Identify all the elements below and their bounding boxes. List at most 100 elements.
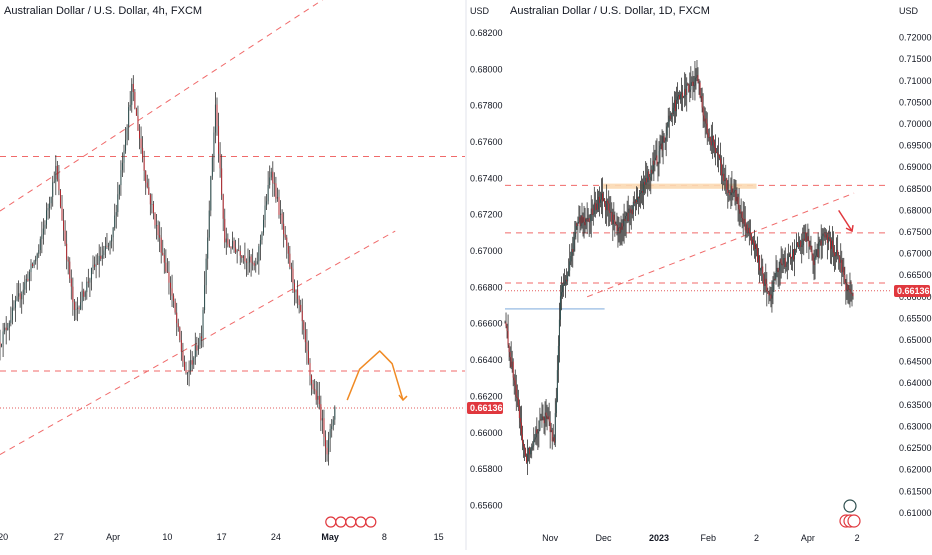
candle-body-1d: [594, 202, 596, 211]
candle-body-1d: [735, 189, 737, 202]
candle-body-4h: [334, 407, 336, 420]
candle-body-4h: [225, 238, 227, 243]
y-tick-label-1d: 0.70000: [899, 119, 932, 129]
candle-body-1d: [834, 252, 836, 257]
candle-body-4h: [179, 327, 181, 341]
candle-body-1d: [530, 449, 532, 455]
candle-body-4h: [7, 327, 9, 331]
candle-body-1d: [783, 258, 785, 264]
candle-body-1d: [595, 203, 597, 211]
candle-body-4h: [47, 208, 49, 211]
candle-body-4h: [126, 127, 128, 140]
candle-body-4h: [272, 171, 274, 184]
candle-body-1d: [614, 219, 616, 225]
candle-body-4h: [162, 252, 164, 256]
candle-body-1d: [590, 208, 592, 221]
candle-body-4h: [8, 322, 10, 328]
candle-body-1d: [775, 271, 777, 280]
candle-body-1d: [652, 160, 654, 174]
y-tick-label-1d: 0.65500: [899, 313, 932, 323]
candle-body-4h: [331, 426, 333, 430]
candle-body-4h: [163, 255, 165, 263]
candle-body-1d: [773, 278, 775, 284]
candle-body-4h: [83, 290, 85, 297]
candle-body-1d: [509, 352, 511, 358]
candle-body-1d: [517, 397, 519, 406]
candle-body-4h: [230, 246, 232, 249]
candle-body-1d: [526, 455, 528, 463]
x-tick-label-1d: Apr: [801, 533, 815, 543]
candle-body-4h: [278, 197, 280, 215]
candle-body-4h: [100, 255, 102, 259]
candle-body-1d: [507, 331, 509, 345]
candle-body-4h: [157, 225, 159, 236]
candle-body-4h: [45, 210, 48, 225]
candle-body-4h: [69, 261, 71, 279]
candle-body-1d: [698, 82, 700, 84]
candle-body-1d: [714, 147, 716, 153]
candle-body-1d: [802, 238, 804, 246]
candle-body-1d: [519, 418, 521, 423]
candle-body-4h: [112, 227, 114, 238]
candle-body-4h: [38, 250, 40, 254]
candle-body-4h: [185, 369, 187, 373]
candle-body-1d: [798, 245, 800, 248]
candle-body-1d: [819, 240, 821, 243]
candle-body-1d: [699, 82, 701, 97]
candle-body-1d: [693, 85, 695, 87]
earnings-icon: [843, 499, 857, 513]
candle-body-1d: [745, 224, 747, 231]
candle-body-1d: [518, 405, 520, 419]
candle-body-1d: [795, 248, 797, 250]
candle-body-1d: [648, 171, 650, 177]
candle-body-1d: [738, 204, 740, 210]
candle-body-4h: [259, 240, 261, 247]
candle-body-4h: [262, 219, 265, 233]
candle-body-4h: [311, 375, 313, 384]
y-tick-label-1d: 0.62000: [899, 465, 932, 475]
candle-body-4h: [290, 266, 292, 269]
candle-body-4h: [55, 165, 57, 182]
candle-body-1d: [640, 192, 642, 194]
candle-body-1d: [712, 135, 714, 142]
candle-body-1d: [612, 214, 614, 225]
y-tick-label-1d: 0.68500: [899, 184, 932, 194]
candle-body-4h: [173, 295, 175, 302]
candle-body-4h: [19, 293, 21, 300]
candle-body-1d: [749, 232, 751, 236]
candle-body-4h: [44, 224, 46, 229]
channel-lower-4h: [0, 230, 396, 456]
candle-body-1d: [632, 201, 634, 215]
candle-body-4h: [125, 139, 127, 151]
candle-body-1d: [785, 263, 787, 267]
candle-body-1d: [787, 256, 789, 263]
candle-body-4h: [168, 271, 170, 283]
candle-body-1d: [757, 247, 759, 263]
candle-body-4h: [64, 230, 66, 244]
candle-body-4h: [42, 228, 44, 235]
candle-body-1d: [524, 446, 526, 449]
candle-body-4h: [53, 181, 55, 183]
candle-body-1d: [840, 259, 842, 263]
candle-body-4h: [222, 194, 224, 219]
y-tick-label-4h: 0.67600: [470, 137, 503, 147]
candle-body-1d: [758, 255, 760, 263]
candle-body-1d: [548, 416, 550, 422]
candle-body-1d: [671, 113, 673, 115]
candle-body-4h: [89, 279, 91, 283]
candle-body-4h: [245, 261, 247, 263]
candle-body-1d: [683, 96, 685, 98]
candle-body-1d: [625, 216, 627, 221]
y-tick-label-1d: 0.62500: [899, 443, 932, 453]
candle-body-1d: [511, 361, 513, 367]
candle-body-1d: [576, 223, 578, 227]
candle-body-1d: [580, 215, 582, 227]
candle-body-1d: [689, 89, 691, 92]
candle-body-1d: [660, 143, 662, 146]
y-tick-label-1d: 0.65000: [899, 335, 932, 345]
y-tick-label-1d: 0.63500: [899, 400, 932, 410]
candle-body-1d: [829, 238, 831, 250]
y-tick-label-1d: 0.69500: [899, 141, 932, 151]
candle-body-1d: [516, 396, 518, 398]
